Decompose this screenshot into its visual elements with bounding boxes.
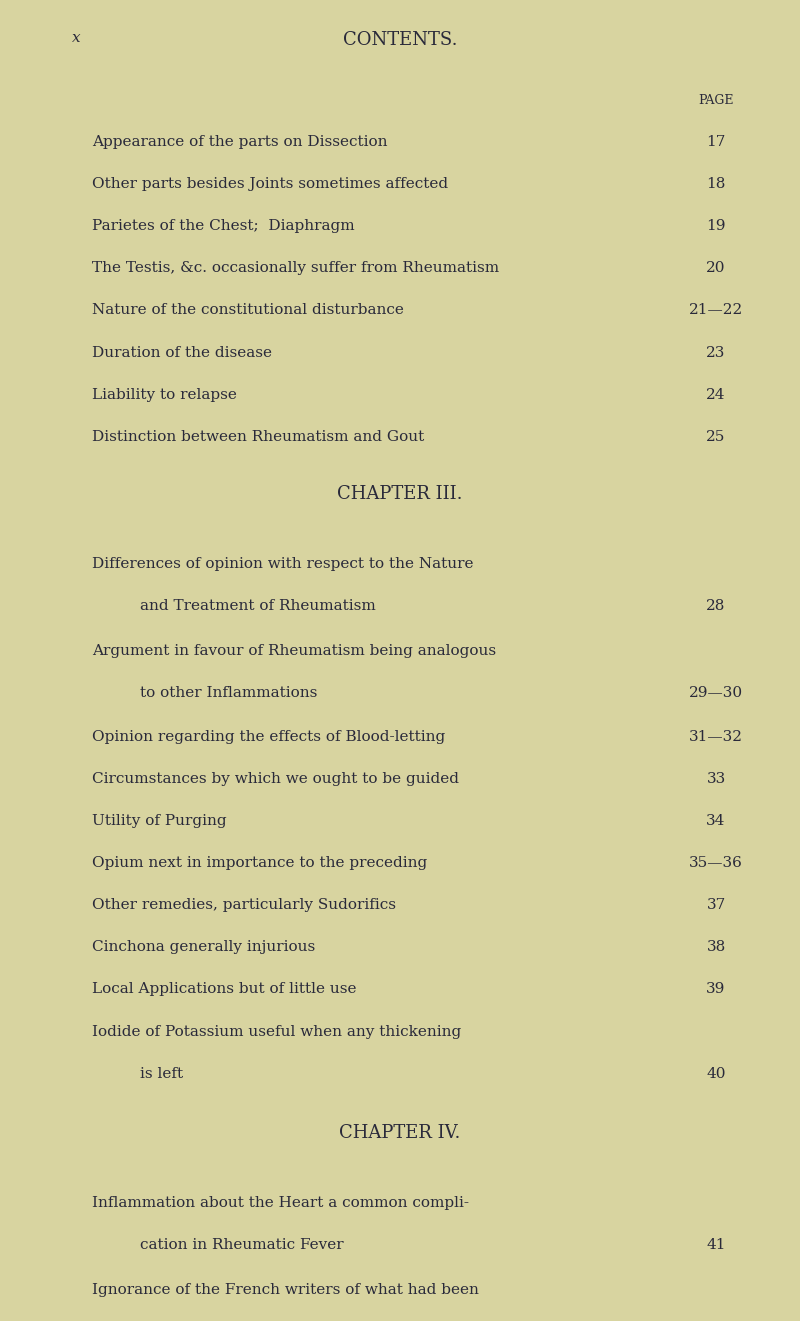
Text: Opium next in importance to the preceding: Opium next in importance to the precedin…: [92, 856, 427, 871]
Text: Liability to relapse: Liability to relapse: [92, 387, 237, 402]
Text: CONTENTS.: CONTENTS.: [342, 30, 458, 49]
Text: Inflammation about the Heart a common compli-: Inflammation about the Heart a common co…: [92, 1197, 469, 1210]
Text: Opinion regarding the effects of Blood-letting: Opinion regarding the effects of Blood-l…: [92, 731, 446, 744]
Text: CHAPTER IV.: CHAPTER IV.: [339, 1124, 461, 1143]
Text: 25: 25: [706, 429, 726, 444]
Text: Local Applications but of little use: Local Applications but of little use: [92, 983, 357, 996]
Text: 18: 18: [706, 177, 726, 192]
Text: 19: 19: [706, 219, 726, 234]
Text: 39: 39: [706, 983, 726, 996]
Text: CHAPTER III.: CHAPTER III.: [338, 485, 462, 503]
Text: Circumstances by which we ought to be guided: Circumstances by which we ought to be gu…: [92, 771, 459, 786]
Text: Utility of Purging: Utility of Purging: [92, 814, 226, 828]
Text: to other Inflammations: to other Inflammations: [140, 686, 318, 700]
Text: cation in Rheumatic Fever: cation in Rheumatic Fever: [140, 1238, 344, 1252]
Text: Differences of opinion with respect to the Nature: Differences of opinion with respect to t…: [92, 557, 474, 571]
Text: 17: 17: [706, 135, 726, 149]
Text: and Treatment of Rheumatism: and Treatment of Rheumatism: [140, 600, 376, 613]
Text: x: x: [72, 30, 81, 45]
Text: 20: 20: [706, 262, 726, 275]
Text: Other parts besides Joints sometimes affected: Other parts besides Joints sometimes aff…: [92, 177, 448, 192]
Text: 29—30: 29—30: [689, 686, 743, 700]
Text: 21—22: 21—22: [689, 304, 743, 317]
Text: 40: 40: [706, 1066, 726, 1081]
Text: Distinction between Rheumatism and Gout: Distinction between Rheumatism and Gout: [92, 429, 424, 444]
Text: Duration of the disease: Duration of the disease: [92, 346, 272, 359]
Text: Nature of the constitutional disturbance: Nature of the constitutional disturbance: [92, 304, 404, 317]
Text: Argument in favour of Rheumatism being analogous: Argument in favour of Rheumatism being a…: [92, 643, 496, 658]
Text: 35—36: 35—36: [689, 856, 743, 871]
Text: Ignorance of the French writers of what had been: Ignorance of the French writers of what …: [92, 1283, 479, 1297]
Text: Other remedies, particularly Sudorifics: Other remedies, particularly Sudorifics: [92, 898, 396, 913]
Text: Iodide of Potassium useful when any thickening: Iodide of Potassium useful when any thic…: [92, 1025, 462, 1038]
Text: 34: 34: [706, 814, 726, 828]
Text: 37: 37: [706, 898, 726, 913]
Text: 24: 24: [706, 387, 726, 402]
Text: The Testis, &c. occasionally suffer from Rheumatism: The Testis, &c. occasionally suffer from…: [92, 262, 499, 275]
Text: 23: 23: [706, 346, 726, 359]
Text: 28: 28: [706, 600, 726, 613]
Text: Cinchona generally injurious: Cinchona generally injurious: [92, 941, 315, 954]
Text: Appearance of the parts on Dissection: Appearance of the parts on Dissection: [92, 135, 387, 149]
Text: 31—32: 31—32: [689, 731, 743, 744]
Text: 33: 33: [706, 771, 726, 786]
Text: 38: 38: [706, 941, 726, 954]
Text: is left: is left: [140, 1066, 183, 1081]
Text: Parietes of the Chest;  Diaphragm: Parietes of the Chest; Diaphragm: [92, 219, 354, 234]
Text: 41: 41: [706, 1238, 726, 1252]
Text: PAGE: PAGE: [698, 94, 734, 107]
